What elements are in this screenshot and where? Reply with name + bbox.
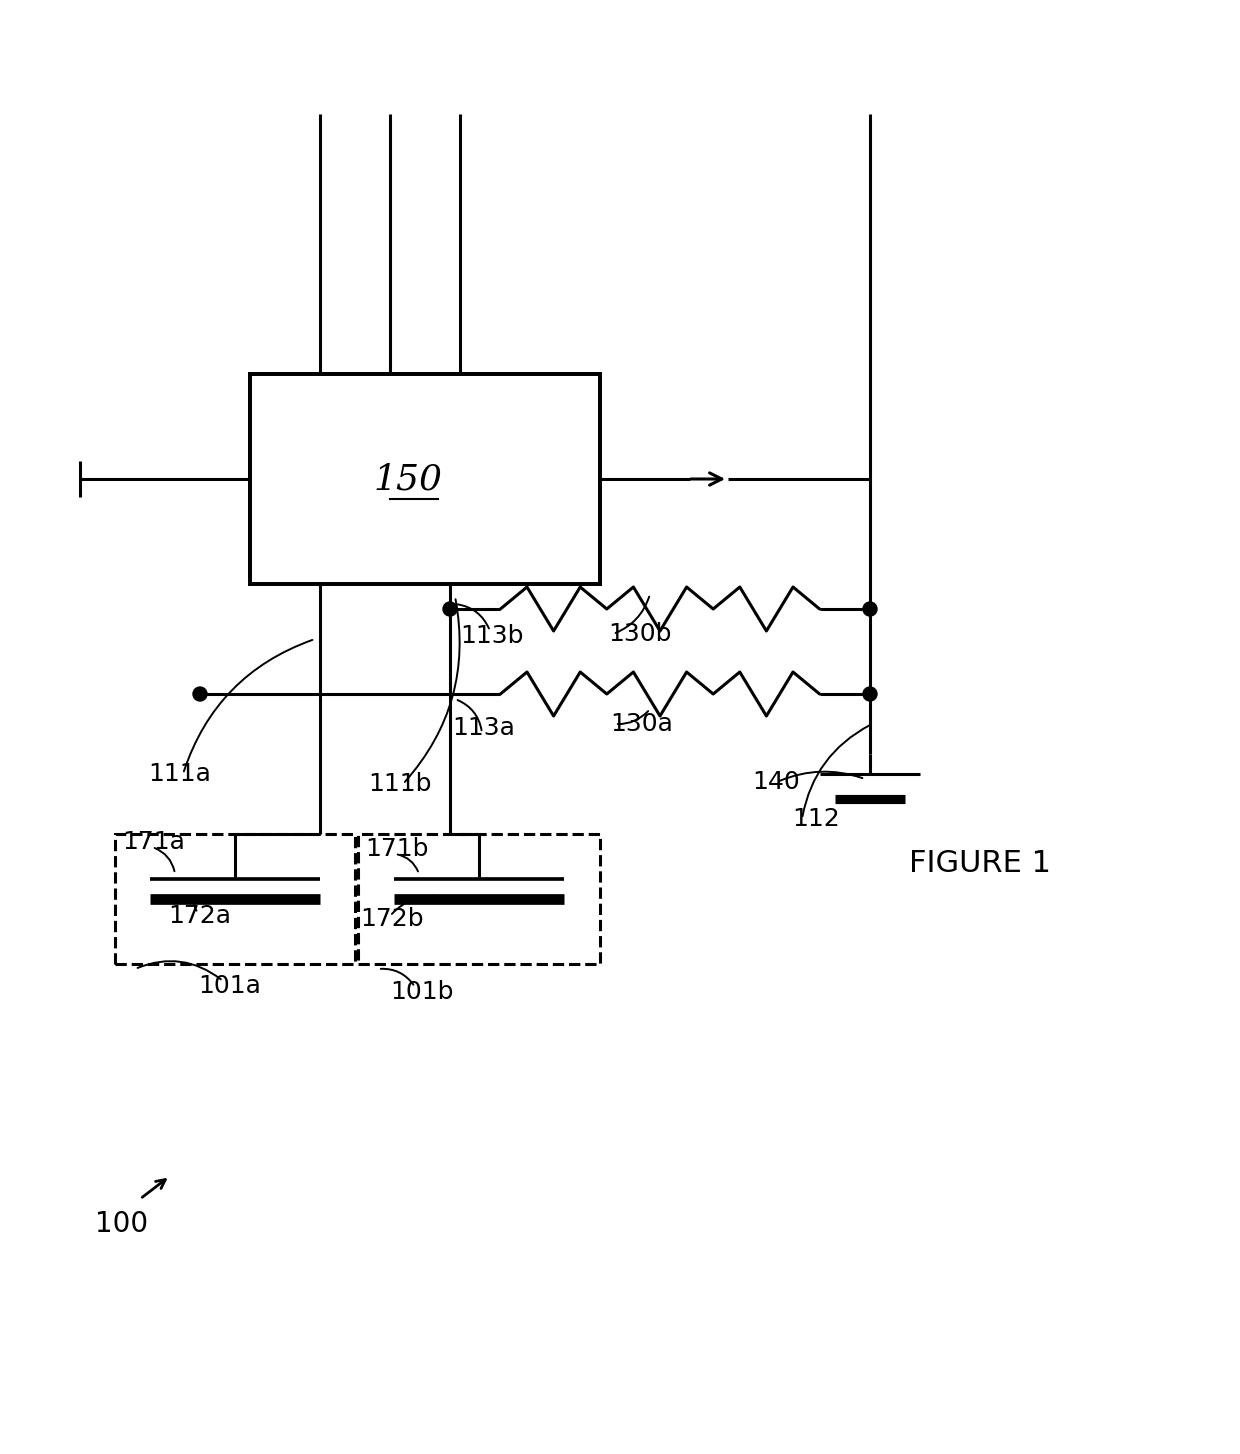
Text: 140: 140 [751,771,800,794]
Text: 171b: 171b [365,838,429,861]
Text: FIGURE 1: FIGURE 1 [909,849,1052,878]
Text: 172b: 172b [360,907,424,931]
Text: 100: 100 [95,1210,148,1237]
Text: 150: 150 [373,462,443,496]
FancyBboxPatch shape [250,374,600,585]
Text: 113b: 113b [460,624,523,648]
Text: 113a: 113a [453,715,515,740]
Text: 172a: 172a [167,904,231,928]
Circle shape [863,686,877,701]
Text: 111b: 111b [368,772,432,795]
Circle shape [443,602,458,616]
Text: 130b: 130b [608,622,672,646]
Text: 111a: 111a [148,762,211,787]
Text: 171a: 171a [122,830,185,853]
Circle shape [193,686,207,701]
Text: 101b: 101b [391,980,454,1005]
Circle shape [863,602,877,616]
Text: 112: 112 [792,807,839,832]
Text: 101a: 101a [198,974,260,997]
Text: 130a: 130a [610,712,673,736]
